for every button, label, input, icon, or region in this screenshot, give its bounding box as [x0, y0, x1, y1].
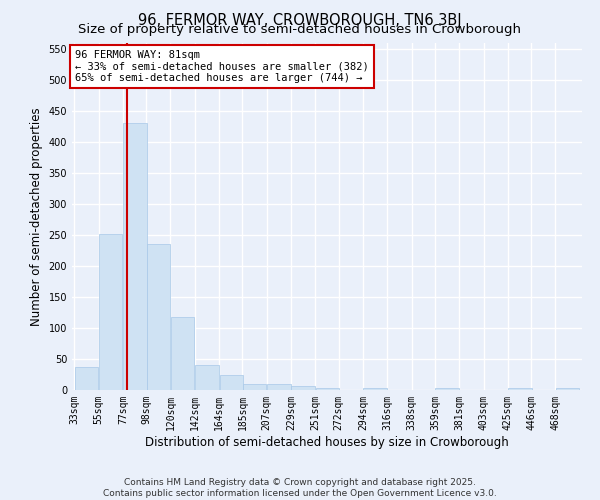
Bar [171, 317, 194, 390]
Text: 96, FERMOR WAY, CROWBOROUGH, TN6 3BJ: 96, FERMOR WAY, CROWBOROUGH, TN6 3BJ [138, 12, 462, 28]
Text: Contains HM Land Registry data © Crown copyright and database right 2025.
Contai: Contains HM Land Registry data © Crown c… [103, 478, 497, 498]
Bar [364, 388, 387, 390]
Bar [220, 375, 243, 390]
Bar [124, 123, 147, 390]
Bar [508, 388, 532, 390]
Text: Size of property relative to semi-detached houses in Crowborough: Size of property relative to semi-detach… [79, 22, 521, 36]
Bar [74, 367, 98, 390]
Bar [292, 386, 315, 390]
Bar [316, 388, 339, 390]
Y-axis label: Number of semi-detached properties: Number of semi-detached properties [30, 107, 43, 326]
Bar [267, 384, 290, 390]
Bar [243, 384, 266, 390]
Bar [146, 244, 170, 390]
Bar [556, 388, 580, 390]
Bar [436, 388, 459, 390]
Text: 96 FERMOR WAY: 81sqm
← 33% of semi-detached houses are smaller (382)
65% of semi: 96 FERMOR WAY: 81sqm ← 33% of semi-detac… [76, 50, 369, 83]
X-axis label: Distribution of semi-detached houses by size in Crowborough: Distribution of semi-detached houses by … [145, 436, 509, 448]
Bar [195, 365, 218, 390]
Bar [99, 234, 122, 390]
